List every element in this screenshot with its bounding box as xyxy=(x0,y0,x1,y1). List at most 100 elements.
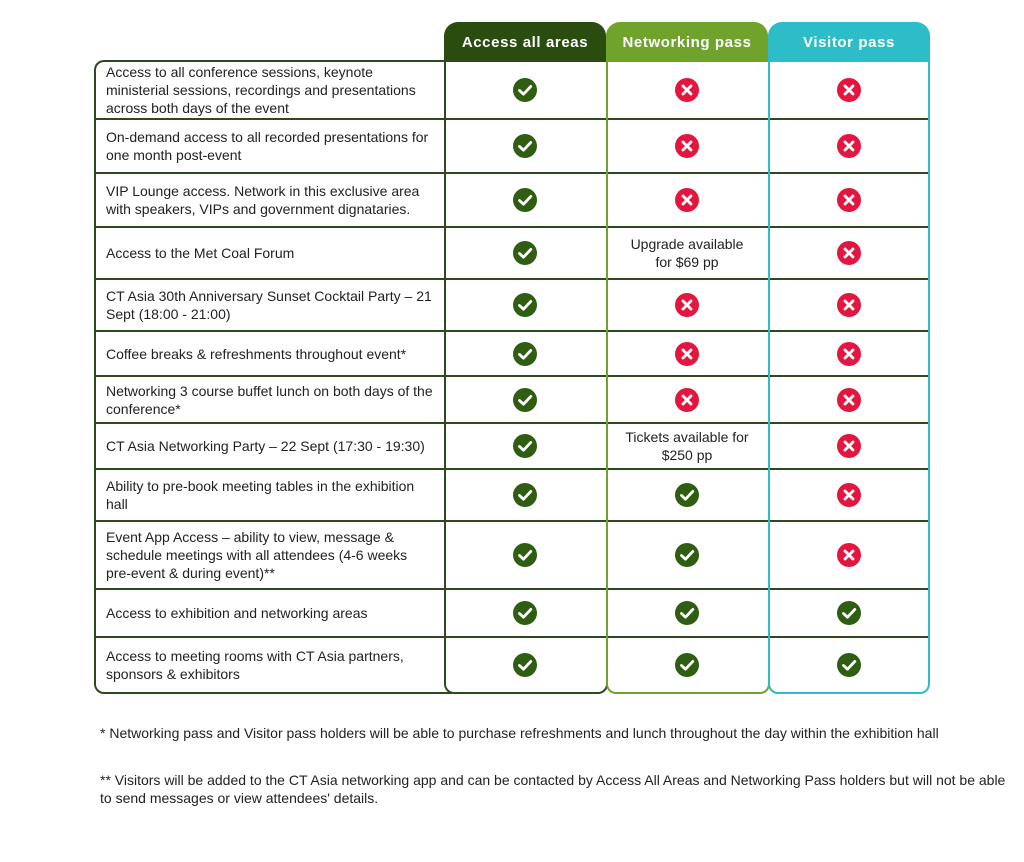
footnote-networking-app: ** Visitors will be added to the CT Asia… xyxy=(100,772,1006,806)
cell-visitor-pass xyxy=(768,522,930,588)
check-circle-icon xyxy=(513,543,537,567)
check-circle-icon xyxy=(513,293,537,317)
cell-networking-pass xyxy=(606,522,768,588)
cross-circle-icon xyxy=(675,387,699,412)
cell-visitor-pass xyxy=(768,174,930,226)
row-label: Ability to pre-book meeting tables in th… xyxy=(106,478,415,512)
check-circle-icon xyxy=(513,241,537,265)
cell-visitor-pass xyxy=(768,424,930,468)
row-label: VIP Lounge access. Network in this exclu… xyxy=(106,183,420,217)
table-row: Coffee breaks & refreshments throughout … xyxy=(96,332,930,377)
cell-access-all-areas xyxy=(444,62,606,118)
cell-networking-pass xyxy=(606,280,768,330)
cross-circle-icon xyxy=(837,134,861,158)
table-row: CT Asia Networking Party – 22 Sept (17:3… xyxy=(96,424,930,470)
cell-access-all-areas xyxy=(444,377,606,422)
cell-networking-pass xyxy=(606,62,768,118)
row-label: CT Asia Networking Party – 22 Sept (17:3… xyxy=(106,438,425,454)
cell-access-all-areas xyxy=(444,424,606,468)
check-circle-icon xyxy=(837,653,861,677)
table-row: Access to all conference sessions, keyno… xyxy=(96,62,930,120)
check-circle-icon xyxy=(513,188,537,212)
check-circle-icon xyxy=(675,653,699,677)
table-row: Networking 3 course buffet lunch on both… xyxy=(96,377,930,424)
cell-networking-pass xyxy=(606,638,768,692)
cell-networking-pass: Tickets available for $250 pp xyxy=(606,424,768,468)
cell-networking-pass xyxy=(606,120,768,172)
check-circle-icon xyxy=(675,601,699,625)
cell-note: Tickets available for $250 pp xyxy=(625,429,749,463)
cell-networking-pass: Upgrade available for $69 pp xyxy=(606,228,768,278)
row-label: CT Asia 30th Anniversary Sunset Cocktail… xyxy=(106,288,432,322)
check-circle-icon xyxy=(513,483,537,507)
row-label: Networking 3 course buffet lunch on both… xyxy=(106,382,433,417)
table-row: VIP Lounge access. Network in this exclu… xyxy=(96,174,930,228)
cross-circle-icon xyxy=(837,483,861,507)
footnote-refreshments: * Networking pass and Visitor pass holde… xyxy=(100,725,939,741)
cell-networking-pass xyxy=(606,377,768,422)
cell-access-all-areas xyxy=(444,522,606,588)
cross-circle-icon xyxy=(837,293,861,317)
cross-circle-icon xyxy=(675,78,699,102)
row-label: On-demand access to all recorded present… xyxy=(106,129,429,163)
cell-visitor-pass xyxy=(768,638,930,692)
row-label: Event App Access – ability to view, mess… xyxy=(106,529,408,581)
header-access-all-areas: Access all areas xyxy=(444,22,606,62)
check-circle-icon xyxy=(513,134,537,158)
cell-access-all-areas xyxy=(444,590,606,636)
cell-note: Upgrade available for $69 pp xyxy=(630,236,744,270)
cell-visitor-pass xyxy=(768,120,930,172)
table-row: Ability to pre-book meeting tables in th… xyxy=(96,470,930,522)
check-circle-icon xyxy=(513,601,537,625)
cell-access-all-areas xyxy=(444,332,606,375)
cross-circle-icon xyxy=(675,134,699,158)
check-circle-icon xyxy=(837,601,861,625)
header-visitor-pass: Visitor pass xyxy=(768,22,930,62)
cell-access-all-areas xyxy=(444,120,606,172)
check-circle-icon xyxy=(513,341,537,366)
cross-circle-icon xyxy=(675,293,699,317)
cell-visitor-pass xyxy=(768,590,930,636)
check-circle-icon xyxy=(675,483,699,507)
cell-visitor-pass xyxy=(768,228,930,278)
row-label: Access to all conference sessions, keyno… xyxy=(106,64,416,116)
row-label: Access to the Met Coal Forum xyxy=(106,245,295,261)
check-circle-icon xyxy=(513,653,537,677)
check-circle-icon xyxy=(513,387,537,412)
cross-circle-icon xyxy=(675,341,699,366)
table-row: CT Asia 30th Anniversary Sunset Cocktail… xyxy=(96,280,930,332)
cross-circle-icon xyxy=(837,434,861,458)
cell-networking-pass xyxy=(606,174,768,226)
cross-circle-icon xyxy=(837,543,861,567)
cell-visitor-pass xyxy=(768,470,930,520)
row-label: Access to meeting rooms with CT Asia par… xyxy=(106,648,404,682)
row-label: Access to exhibition and networking area… xyxy=(106,605,368,621)
cross-circle-icon xyxy=(837,241,861,265)
table-row: Access to exhibition and networking area… xyxy=(96,590,930,638)
cell-access-all-areas xyxy=(444,638,606,692)
cell-visitor-pass xyxy=(768,332,930,375)
cell-access-all-areas xyxy=(444,174,606,226)
table-row: Access to the Met Coal Forum Upgrade avai… xyxy=(96,228,930,280)
cell-access-all-areas xyxy=(444,228,606,278)
check-circle-icon xyxy=(675,543,699,567)
cell-networking-pass xyxy=(606,332,768,375)
check-circle-icon xyxy=(513,434,537,458)
cell-visitor-pass xyxy=(768,280,930,330)
cell-access-all-areas xyxy=(444,280,606,330)
table-row: On-demand access to all recorded present… xyxy=(96,120,930,174)
cross-circle-icon xyxy=(837,188,861,212)
cell-networking-pass xyxy=(606,470,768,520)
cross-circle-icon xyxy=(675,188,699,212)
table-row: Event App Access – ability to view, mess… xyxy=(96,522,930,590)
table-row: Access to meeting rooms with CT Asia par… xyxy=(96,638,930,692)
row-label: Coffee breaks & refreshments throughout … xyxy=(106,345,407,362)
cross-circle-icon xyxy=(837,78,861,102)
check-circle-icon xyxy=(513,78,537,102)
cell-visitor-pass xyxy=(768,377,930,422)
cell-networking-pass xyxy=(606,590,768,636)
cross-circle-icon xyxy=(837,387,861,412)
header-networking-pass: Networking pass xyxy=(606,22,768,62)
cross-circle-icon xyxy=(837,341,861,366)
cell-visitor-pass xyxy=(768,62,930,118)
